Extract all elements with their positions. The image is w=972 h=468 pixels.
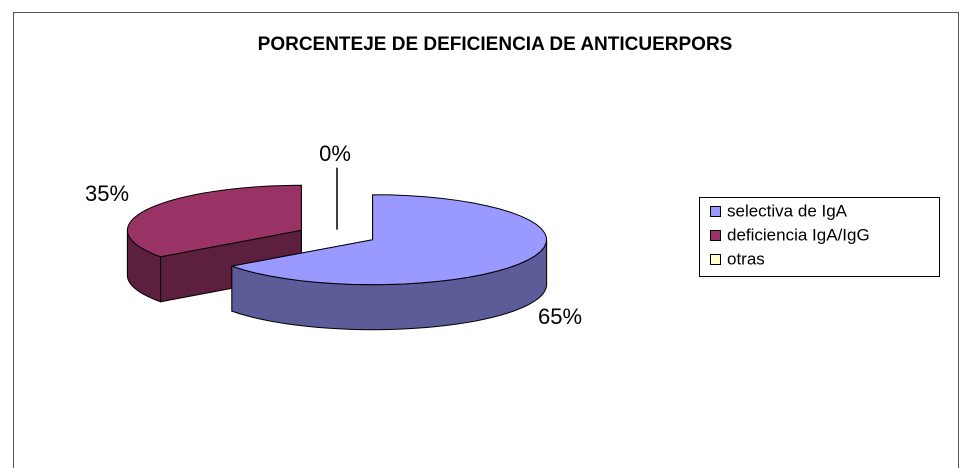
legend-swatch: [710, 254, 721, 265]
slice: [231, 194, 548, 286]
chart-title: PORCENTEJE DE DEFICIENCIA DE ANTICUERPOR…: [258, 34, 733, 55]
legend-swatch: [710, 230, 721, 241]
data-label: 65%: [538, 304, 582, 329]
legend-label: otras: [727, 249, 765, 268]
legend-swatch: [710, 206, 721, 217]
data-label: 0%: [319, 141, 351, 166]
legend-label: selectiva de IgA: [727, 201, 848, 220]
slice: [126, 184, 302, 258]
data-label: 35%: [85, 181, 129, 206]
legend-label: deficiencia IgA/IgG: [727, 225, 870, 244]
legend-box: [699, 197, 940, 277]
